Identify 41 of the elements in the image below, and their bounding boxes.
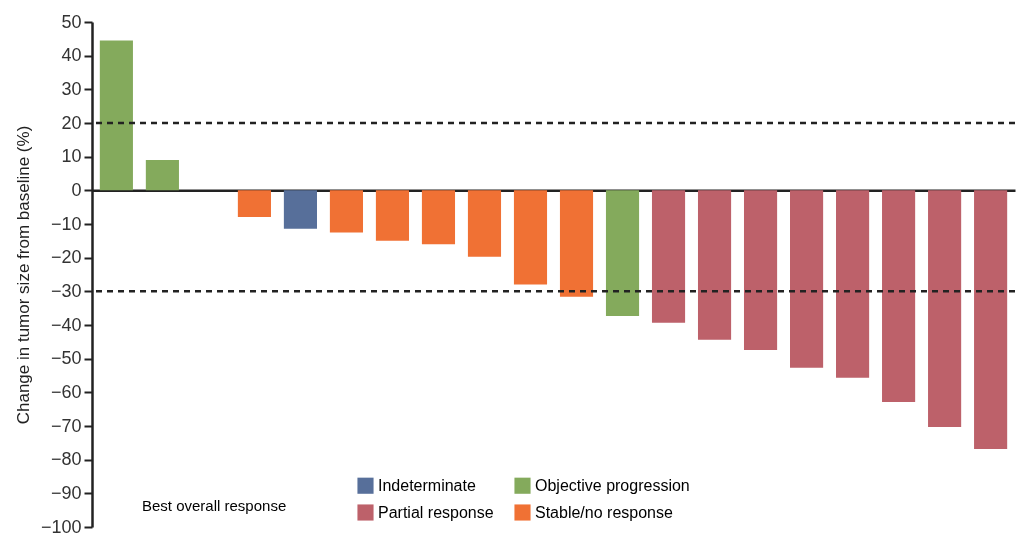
y-tick-label: −90 [50,482,82,503]
y-tick-label: −80 [50,449,82,470]
y-tick-label: −60 [50,381,82,402]
legend-label: Stable/no response [535,503,673,521]
y-tick-label: 30 [61,78,82,99]
legend-label: Partial response [378,503,494,521]
y-tick-label: 40 [61,45,82,66]
bar [375,190,410,241]
y-tick-label: 10 [61,146,82,167]
y-tick-label: 0 [71,179,82,200]
bar [99,40,133,191]
bar [513,190,548,285]
bar [145,160,179,191]
bar [237,190,271,217]
bar [697,190,732,340]
legend-label: Indeterminate [378,476,476,494]
bar [605,190,640,316]
y-axis-title: Change in tumor size from baseline (%) [13,125,33,425]
y-tick-label: −30 [50,280,82,301]
bar [974,190,1008,449]
legend-label: Objective progression [535,476,690,494]
bar [836,190,870,378]
y-tick-label: −70 [50,415,82,436]
bar [651,190,686,323]
bar [928,190,962,428]
bar [329,190,364,233]
bar [421,190,456,245]
bar [743,190,778,350]
y-tick-label: −40 [50,314,82,335]
bar [790,190,824,368]
bar [559,190,594,297]
y-tick-label: −50 [50,348,82,369]
y-tick-label: −10 [50,213,82,234]
legend-title: Best overall response [142,497,287,514]
y-tick-label: 20 [61,112,82,133]
bar [283,190,317,229]
y-tick-label: −20 [50,247,82,268]
y-tick-label: −100 [40,516,82,536]
bar [882,190,916,403]
y-tick-label: 50 [61,11,82,32]
bar [467,190,502,257]
